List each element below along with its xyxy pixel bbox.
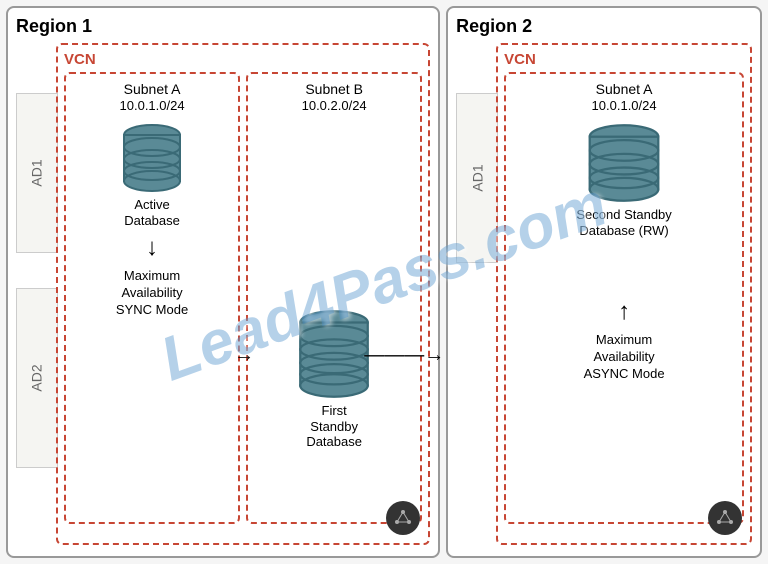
- subnet-a-r1: Subnet A 10.0.1.0/24 Active Database: [64, 72, 240, 524]
- second-standby-label: Second Standby Database (RW): [512, 207, 736, 238]
- arrow-right-in-icon: →: [234, 344, 254, 367]
- ad1-label: AD1: [29, 159, 45, 186]
- region-2-panel: Region 2 AD1 VCN Subnet A 10.0.1.0/24: [446, 6, 762, 558]
- second-standby-database: Second Standby Database (RW): [512, 123, 736, 238]
- subnet-a-r2: Subnet A 10.0.1.0/24 Second Standby Da: [504, 72, 744, 524]
- subnet-a-r2-cidr: 10.0.1.0/24: [512, 98, 736, 115]
- ad2-box: AD2: [16, 288, 58, 468]
- subnet-b-r1-name: Subnet B: [254, 80, 414, 98]
- subnet-b-r1: Subnet B 10.0.2.0/24 →: [246, 72, 422, 524]
- subnet-b-r1-cidr: 10.0.2.0/24: [254, 98, 414, 115]
- region-2-title: Region 2: [456, 16, 752, 37]
- database-icon: [117, 123, 187, 193]
- database-icon: [584, 123, 664, 203]
- ad1-box-r2: AD1: [456, 93, 498, 263]
- ad2-label: AD2: [29, 364, 45, 391]
- active-db-label: Active Database: [72, 197, 232, 228]
- drg-icon-r2: [708, 501, 742, 535]
- subnet-a-r2-name: Subnet A: [512, 80, 736, 98]
- first-standby-label: First Standby Database: [254, 403, 414, 450]
- subnet-a-r1-name: Subnet A: [72, 80, 232, 98]
- vcn-label-2: VCN: [504, 51, 744, 68]
- async-mode-text: Maximum Availability ASYNC Mode: [512, 332, 736, 383]
- arrow-down-icon: ↓: [72, 234, 232, 262]
- database-icon: [294, 309, 374, 399]
- region-1-vcn: VCN Subnet A 10.0.1.0/24: [56, 43, 430, 545]
- first-standby-database: → First Standby Database ———→: [254, 309, 414, 450]
- vcn-label-1: VCN: [64, 51, 422, 68]
- arrow-right-out-icon: ———→: [364, 344, 444, 367]
- active-database: Active Database: [72, 123, 232, 228]
- sync-mode-text: Maximum Availability SYNC Mode: [72, 268, 232, 319]
- network-icon: [393, 508, 413, 528]
- ad1-box: AD1: [16, 93, 58, 253]
- subnet-a-r1-cidr: 10.0.1.0/24: [72, 98, 232, 115]
- region-1-title: Region 1: [16, 16, 430, 37]
- network-icon: [715, 508, 735, 528]
- arrow-up-icon: ↑: [512, 298, 736, 326]
- region-1-panel: Region 1 AD1 AD2 VCN Subnet A 10.0.1.0/2…: [6, 6, 440, 558]
- drg-icon: [386, 501, 420, 535]
- region-2-vcn: VCN Subnet A 10.0.1.0/24: [496, 43, 752, 545]
- ad1-label-r2: AD1: [469, 164, 485, 191]
